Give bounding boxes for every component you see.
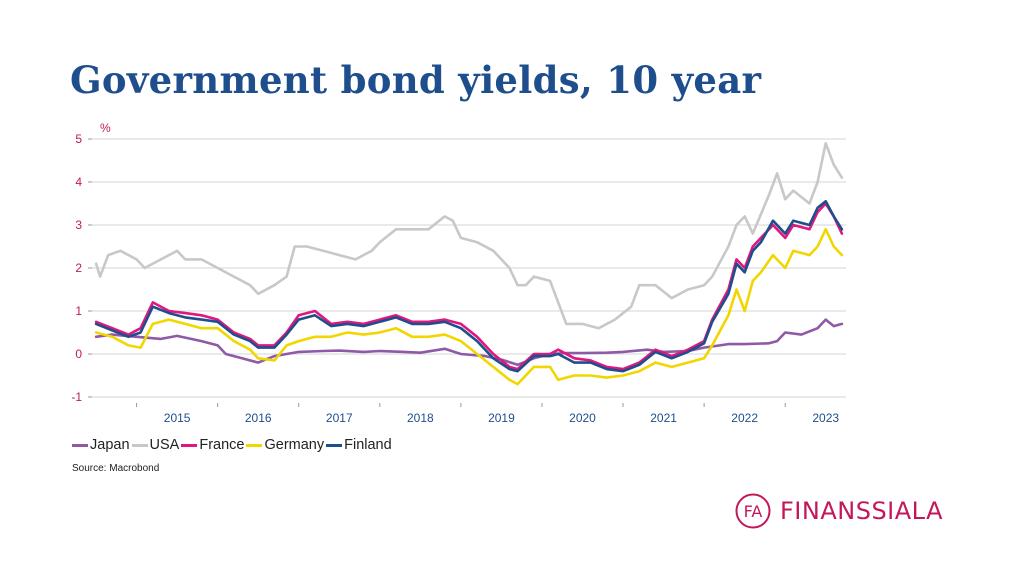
series-line-germany — [94, 228, 844, 386]
legend-swatch — [246, 443, 263, 447]
legend-item-france: France — [181, 437, 244, 453]
y-tick-label: 3 — [75, 218, 82, 232]
y-tick-label: 4 — [75, 175, 82, 189]
legend-item-usa: USA — [131, 437, 180, 453]
legend-label: Finland — [344, 437, 392, 453]
y-tick-label: -1 — [71, 390, 82, 404]
legend-label: Germany — [264, 437, 325, 453]
x-tick-label: 2022 — [731, 411, 758, 425]
x-tick-label: 2015 — [164, 411, 191, 425]
legend-item-germany: Germany — [246, 437, 324, 453]
legend: Japan USA France Germany Finland — [72, 437, 394, 453]
legend-label: France — [199, 437, 245, 453]
source-note: Source: Macrobond — [72, 463, 160, 474]
x-tick-label: 2023 — [812, 411, 839, 425]
legend-swatch — [131, 443, 148, 447]
logo-wordmark: FINANSSIALA — [780, 497, 944, 525]
y-tick-label: 2 — [75, 261, 82, 275]
legend-label: USA — [149, 437, 180, 453]
y-tick-label: 0 — [75, 347, 82, 361]
series-lines — [94, 142, 844, 386]
series-line-finland — [94, 200, 844, 373]
brand-logo: FA FINANSSIALA — [734, 492, 943, 530]
legend-item-japan: Japan — [72, 437, 130, 453]
x-axis: 2015 2016 2017 2018 2019 2020 2021 2022 2023 — [136, 403, 839, 425]
legend-item-finland: Finland — [326, 437, 392, 453]
finanssiala-logo-icon: FA — [735, 493, 771, 529]
y-unit-label: % — [100, 121, 111, 135]
x-tick-label: 2017 — [326, 411, 353, 425]
y-axis: -1 0 1 2 3 4 5 — [71, 132, 92, 404]
x-tick-label: 2019 — [488, 411, 515, 425]
series-line-france — [94, 202, 844, 371]
series-line-usa — [94, 142, 844, 330]
legend-label: Japan — [90, 437, 130, 453]
x-tick-label: 2021 — [650, 411, 677, 425]
legend-swatch — [181, 443, 198, 447]
series-line-japan — [94, 318, 844, 367]
x-tick-label: 2016 — [245, 411, 272, 425]
legend-swatch — [326, 443, 343, 447]
x-tick-label: 2018 — [407, 411, 434, 425]
page-title: Government bond yields, 10 year — [70, 58, 762, 102]
y-tick-label: 1 — [75, 304, 82, 318]
y-tick-label: 5 — [75, 132, 82, 146]
legend-swatch — [72, 443, 88, 447]
logo-mark: FA — [744, 502, 763, 521]
x-tick-label: 2020 — [569, 411, 596, 425]
